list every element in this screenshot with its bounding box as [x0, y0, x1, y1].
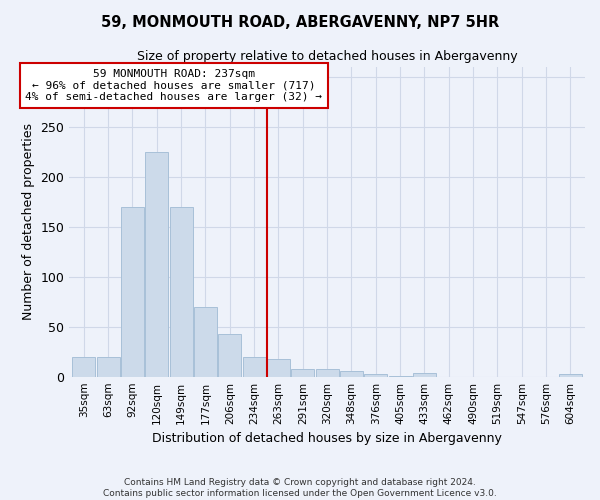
- Bar: [364, 374, 388, 376]
- Text: Contains HM Land Registry data © Crown copyright and database right 2024.
Contai: Contains HM Land Registry data © Crown c…: [103, 478, 497, 498]
- Bar: [291, 368, 314, 376]
- Bar: [316, 368, 338, 376]
- Bar: [559, 374, 582, 376]
- Bar: [145, 152, 169, 376]
- Bar: [121, 207, 144, 376]
- Text: 59, MONMOUTH ROAD, ABERGAVENNY, NP7 5HR: 59, MONMOUTH ROAD, ABERGAVENNY, NP7 5HR: [101, 15, 499, 30]
- Bar: [413, 372, 436, 376]
- Bar: [170, 207, 193, 376]
- Bar: [340, 370, 363, 376]
- Title: Size of property relative to detached houses in Abergavenny: Size of property relative to detached ho…: [137, 50, 517, 63]
- Bar: [194, 306, 217, 376]
- Bar: [267, 358, 290, 376]
- X-axis label: Distribution of detached houses by size in Abergavenny: Distribution of detached houses by size …: [152, 432, 502, 445]
- Y-axis label: Number of detached properties: Number of detached properties: [22, 124, 35, 320]
- Bar: [72, 356, 95, 376]
- Bar: [218, 334, 241, 376]
- Bar: [242, 356, 266, 376]
- Text: 59 MONMOUTH ROAD: 237sqm
← 96% of detached houses are smaller (717)
4% of semi-d: 59 MONMOUTH ROAD: 237sqm ← 96% of detach…: [25, 69, 322, 102]
- Bar: [97, 356, 119, 376]
